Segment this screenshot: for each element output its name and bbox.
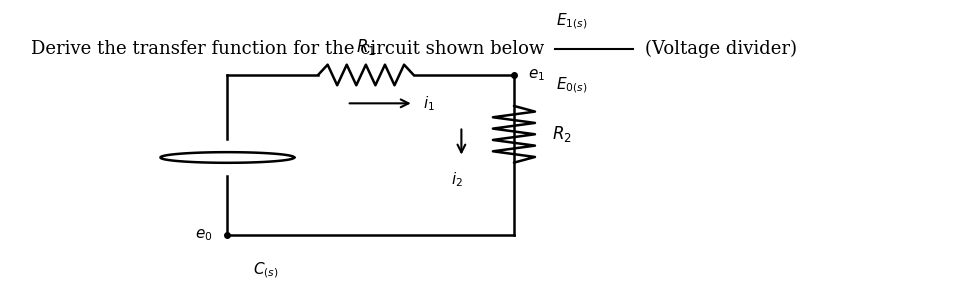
Text: (Voltage divider): (Voltage divider)	[645, 40, 797, 58]
Text: $e_1$: $e_1$	[529, 67, 546, 83]
Text: $i_2$: $i_2$	[451, 170, 462, 189]
Text: $R_1$: $R_1$	[356, 37, 376, 57]
Text: $E_{1(s)}$: $E_{1(s)}$	[555, 11, 587, 31]
Text: $C_{(s)}$: $C_{(s)}$	[253, 261, 279, 280]
Text: Derive the transfer function for the circuit shown below: Derive the transfer function for the cir…	[32, 40, 545, 58]
Text: $e_0$: $e_0$	[195, 227, 213, 243]
Text: $i_1$: $i_1$	[423, 94, 435, 113]
Text: $E_{0(s)}$: $E_{0(s)}$	[555, 76, 587, 95]
Text: $R_2$: $R_2$	[553, 124, 572, 144]
